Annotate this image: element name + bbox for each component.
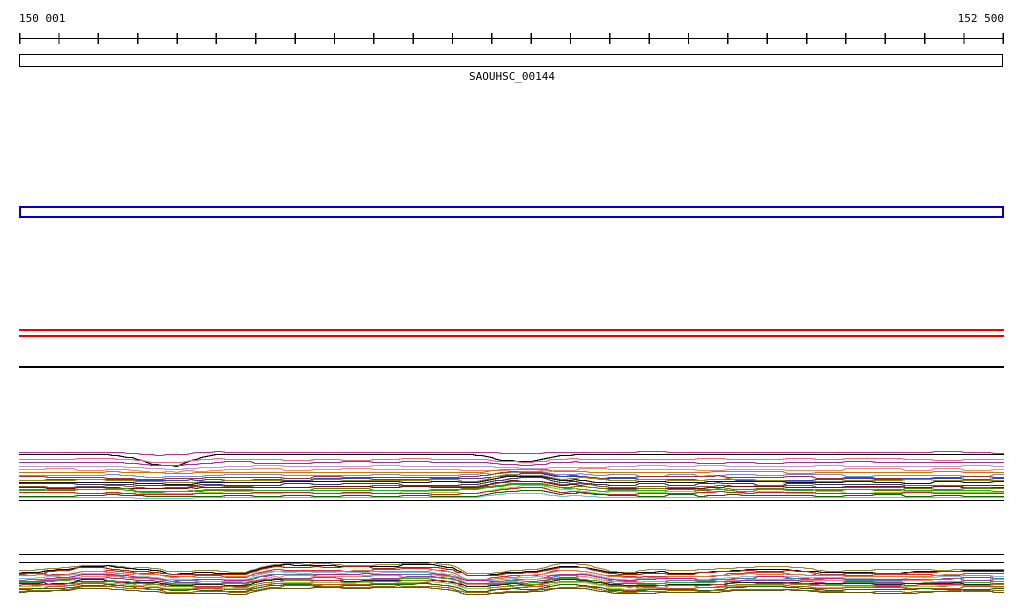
ruler-end-coordinate: 152 500 <box>957 12 1004 25</box>
plot-series-maroon <box>19 479 1004 490</box>
plot-series-khaki-outline <box>19 561 1004 575</box>
plot-series-purple <box>19 460 1004 467</box>
plot-series-darkred <box>19 470 1004 481</box>
plot-series-orange <box>19 568 1004 581</box>
plot-series-black-top <box>19 453 1004 468</box>
plot-series-lavender <box>19 464 1004 471</box>
base-position-ruler[interactable] <box>19 32 1004 48</box>
plot-series-green <box>19 483 1004 494</box>
plot-series-magenta-top <box>19 450 1004 457</box>
plot-series-blue <box>19 472 1004 482</box>
plot-series-red <box>19 486 1004 496</box>
plot-series-darkolive <box>19 586 1004 596</box>
gene-feature-label: SAOUHSC_00144 <box>468 70 556 83</box>
plot-series-orange <box>19 468 1004 475</box>
plot-series-olive <box>19 473 1004 484</box>
gene-feature-box[interactable] <box>19 54 1003 67</box>
track-divider-line <box>19 366 1004 368</box>
plot-series-brown-outline <box>19 584 1004 595</box>
plot-series-salmon <box>19 573 1004 586</box>
plot-series-hotpink <box>19 457 1004 464</box>
plot-series-black-mid <box>19 475 1004 486</box>
plot-series-black-band-2 <box>19 578 1004 588</box>
plot-series-skyblue <box>19 570 1004 582</box>
plot-series-yellowgreen <box>19 484 1004 495</box>
plot-series-darkgreen <box>19 489 1004 498</box>
plot-series-cornflower <box>19 470 1004 479</box>
plot-series-lightblue <box>19 492 1004 500</box>
selected-feature-box[interactable] <box>19 206 1004 218</box>
ruler-start-coordinate: 150 001 <box>19 12 66 25</box>
multi-series-plot-lower[interactable] <box>19 550 1004 598</box>
multi-series-plot-upper[interactable] <box>19 449 1004 504</box>
red-track-line-1 <box>19 329 1004 331</box>
plot-series-black-band <box>19 563 1004 577</box>
red-track-line-2 <box>19 335 1004 337</box>
plot-series-green <box>19 576 1004 588</box>
plot-series-olive <box>19 579 1004 590</box>
plot-series-navy <box>19 476 1004 487</box>
plot-series-darkgreen <box>19 582 1004 593</box>
